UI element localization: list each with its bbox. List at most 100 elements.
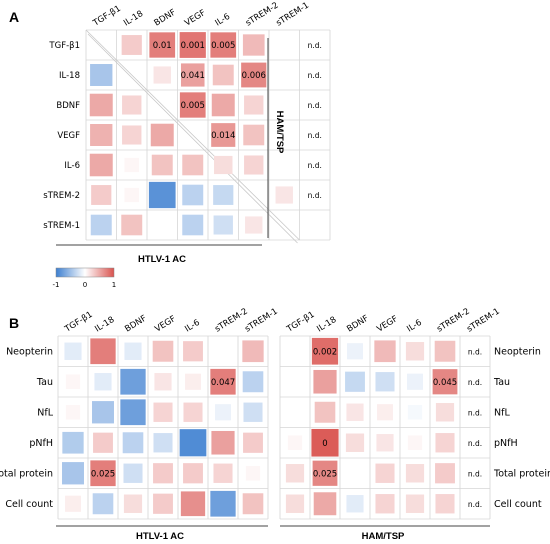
significance-label: 0.001 [181, 41, 205, 51]
correlation-square [62, 462, 84, 485]
column-label: IL-6 [183, 318, 202, 335]
correlation-square [405, 494, 425, 513]
significance-label: 0.002 [313, 347, 337, 357]
row-label: pNfH [29, 438, 53, 449]
correlation-square [405, 464, 425, 483]
correlation-square [432, 369, 458, 395]
correlation-square [243, 432, 263, 453]
significance-label: 0.006 [242, 71, 266, 81]
correlation-square [94, 373, 112, 391]
column-label: sTREM-2 [435, 307, 471, 335]
correlation-square [153, 402, 173, 422]
panel-a-cells: 0.01 0.001 0.005 0.041 0.006 0.005 0.014 [89, 32, 293, 236]
row-label: Neopterin [6, 346, 53, 357]
legend-min: -1 [53, 281, 60, 289]
correlation-square [124, 187, 140, 203]
panel-a-grid [85, 29, 331, 244]
correlation-square [313, 369, 337, 394]
correlation-square [243, 402, 263, 422]
correlation-square [151, 154, 173, 176]
not-determined-label: n.d. [308, 131, 322, 140]
significance-label: 0.025 [91, 469, 115, 479]
panel-letter-b: B [9, 315, 19, 331]
correlation-square [435, 494, 455, 514]
correlation-square [93, 432, 113, 453]
group-label-ham-tsp-a: HAM/TSP [274, 111, 285, 154]
column-label: IL-18 [93, 315, 116, 335]
correlation-square [213, 215, 233, 235]
correlation-square [124, 342, 142, 360]
column-label: VEGF [153, 314, 178, 335]
correlation-square [212, 64, 234, 86]
correlation-square [91, 185, 112, 205]
column-label: IL-6 [214, 12, 233, 29]
correlation-square [407, 435, 423, 451]
group-label-htlv-ac-b: HTLV-1 AC [136, 531, 184, 542]
correlation-square [185, 373, 201, 390]
not-determined-label: n.d. [308, 161, 322, 170]
row-label: Neopterin [494, 346, 541, 357]
correlation-square [347, 343, 363, 360]
correlation-square [244, 155, 264, 175]
row-label: Tau [493, 377, 510, 388]
legend-max: 1 [112, 281, 116, 289]
correlation-square [241, 62, 267, 88]
correlation-square [122, 432, 144, 454]
correlation-square [149, 32, 176, 58]
correlation-square [345, 371, 365, 392]
significance-label: 0 [322, 439, 327, 449]
column-label: IL-18 [315, 315, 338, 335]
diagonal-line [87, 33, 298, 244]
correlation-square [153, 463, 173, 484]
not-determined-label: n.d. [468, 439, 482, 448]
correlation-square [65, 404, 81, 420]
column-label: sTREM-2 [213, 307, 249, 335]
correlation-square [89, 153, 113, 177]
correlation-square [377, 404, 393, 421]
not-determined-label: n.d. [308, 41, 322, 50]
correlation-square [150, 123, 174, 147]
correlation-square [285, 464, 305, 483]
significance-label: 0.014 [211, 131, 235, 141]
panel-b-grid [57, 335, 491, 520]
correlation-square [210, 368, 236, 395]
not-determined-label: n.d. [308, 71, 322, 80]
correlation-square [179, 92, 206, 118]
correlation-square [182, 154, 204, 176]
correlation-square [375, 372, 395, 392]
not-determined-label: n.d. [468, 408, 482, 417]
group-label-ham-tsp-b: HAM/TSP [362, 531, 405, 542]
correlation-square [245, 465, 261, 481]
column-label: IL-18 [122, 9, 145, 29]
row-label: NfL [494, 407, 510, 418]
correlation-square [182, 184, 204, 206]
not-determined-label: n.d. [468, 469, 482, 478]
correlation-square [122, 125, 142, 145]
correlation-square [407, 373, 423, 390]
column-label: BDNF [153, 7, 178, 28]
not-determined-label: n.d. [468, 378, 482, 387]
correlation-square [242, 34, 265, 56]
correlation-square [346, 495, 364, 513]
column-label: IL-6 [405, 318, 424, 335]
correlation-square [153, 433, 173, 453]
correlation-square [245, 216, 263, 234]
row-label: NfL [37, 407, 53, 418]
correlation-square [243, 124, 265, 146]
correlation-square [121, 35, 142, 55]
correlation-square [92, 401, 114, 424]
row-label: IL-18 [59, 71, 80, 81]
row-label: sTREM-1 [43, 221, 80, 231]
correlation-square [124, 157, 140, 173]
column-label: TGF-β1 [284, 310, 316, 335]
correlation-square [242, 340, 264, 363]
row-label: sTREM-2 [43, 191, 80, 201]
correlation-square [180, 491, 206, 517]
correlation-square [375, 463, 395, 483]
row-label: IL-6 [64, 161, 80, 171]
correlation-square [375, 494, 395, 514]
row-label: BDNF [56, 101, 80, 111]
correlation-square [153, 493, 173, 514]
row-label: Total protein [493, 468, 550, 479]
correlation-square [210, 32, 237, 58]
